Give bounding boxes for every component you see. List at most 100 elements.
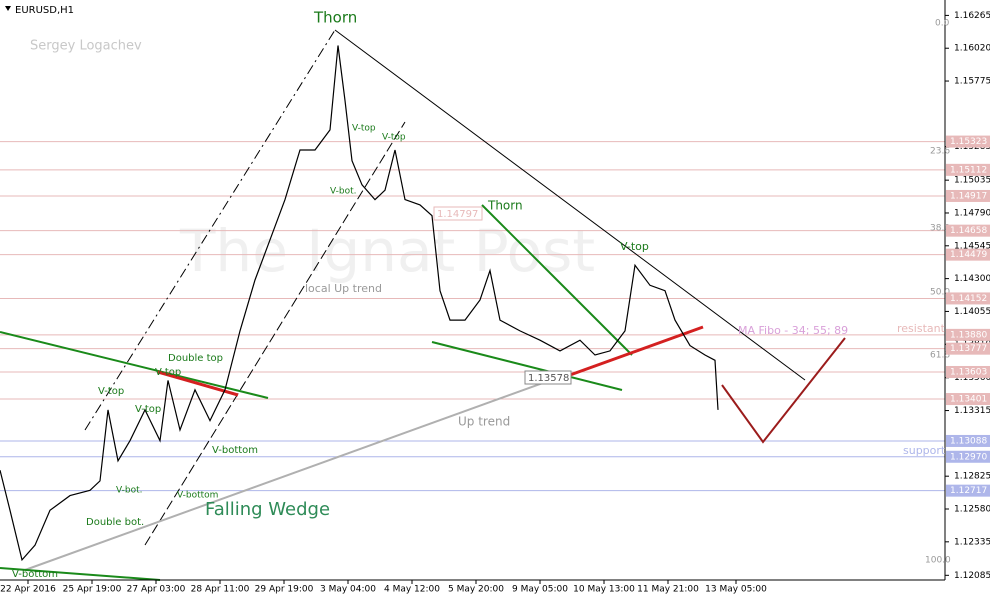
level-box bbox=[946, 189, 990, 202]
x-tick-label: 9 May 05:00 bbox=[512, 585, 568, 595]
x-tick-label: 13 May 05:00 bbox=[705, 585, 767, 595]
x-tick-label: 11 May 21:00 bbox=[637, 585, 699, 595]
price-box-label: 1.13578 bbox=[528, 373, 569, 384]
y-tick-label: 1.14055 bbox=[954, 307, 990, 317]
label: V-top bbox=[352, 124, 376, 134]
label: resistant bbox=[897, 322, 946, 335]
level-label: 1.12970 bbox=[950, 452, 987, 462]
label: V-bottom bbox=[12, 569, 58, 580]
fibo-label: 61.8 bbox=[930, 351, 950, 361]
level-box bbox=[946, 292, 990, 305]
label: V-bottom bbox=[177, 491, 218, 501]
label: Double bot. bbox=[86, 517, 144, 528]
label: Thorn bbox=[313, 9, 357, 27]
y-tick-label: 1.14300 bbox=[954, 274, 990, 284]
x-tick-label: 27 Apr 03:00 bbox=[127, 585, 186, 595]
label: V-bottom bbox=[212, 445, 258, 456]
label: V-bot. bbox=[116, 486, 143, 496]
level-box bbox=[946, 450, 990, 463]
watermark: The Ignat Post bbox=[179, 217, 595, 285]
level-label: 1.14917 bbox=[950, 191, 987, 201]
drawings bbox=[0, 29, 846, 581]
label: Falling Wedge bbox=[205, 499, 330, 520]
level-box bbox=[946, 163, 990, 176]
menu-icon[interactable] bbox=[5, 6, 11, 11]
price-box-label: 1.14797 bbox=[437, 209, 478, 220]
y-tick-label: 1.12825 bbox=[954, 472, 990, 482]
x-tick-label: 22 Apr 2016 bbox=[0, 585, 56, 595]
level-label: 1.13088 bbox=[950, 436, 987, 446]
trend-line bbox=[334, 29, 806, 381]
fibo-label: 100.0 bbox=[925, 556, 951, 566]
price-line bbox=[0, 45, 719, 562]
level-label: 1.14658 bbox=[950, 226, 987, 236]
fibo-label: 23.6 bbox=[930, 147, 950, 157]
x-tick-label: 3 May 04:00 bbox=[320, 585, 376, 595]
green-line bbox=[431, 341, 623, 391]
level-box bbox=[946, 434, 990, 447]
label: V-bot. bbox=[330, 187, 357, 197]
forecast-line bbox=[721, 337, 846, 444]
green-line bbox=[0, 331, 269, 399]
y-tick-label: 1.16265 bbox=[954, 11, 990, 21]
label: V-top bbox=[155, 367, 181, 378]
x-tick-label: 4 May 12:00 bbox=[384, 585, 440, 595]
y-tick-label: 1.13315 bbox=[954, 406, 990, 416]
level-box bbox=[946, 224, 990, 237]
y-tick-label: 1.13560 bbox=[954, 373, 990, 383]
level-label: 1.13777 bbox=[950, 344, 987, 354]
label: support bbox=[903, 444, 946, 457]
y-tick-label: 1.12335 bbox=[954, 537, 990, 547]
label: Double top bbox=[168, 353, 223, 364]
green-line bbox=[0, 567, 161, 581]
y-tick-label: 1.16020 bbox=[954, 44, 990, 54]
y-tick-label: 1.15775 bbox=[954, 77, 990, 87]
label: V-top bbox=[620, 240, 649, 253]
level-label: 1.13880 bbox=[950, 330, 987, 340]
y-tick-label: 1.14790 bbox=[954, 208, 990, 218]
x-tick-label: 29 Apr 19:00 bbox=[255, 585, 314, 595]
level-label: 1.14479 bbox=[950, 250, 987, 260]
label: MA Fibo - 34; 55; 89 bbox=[738, 324, 848, 337]
level-label: 1.13603 bbox=[950, 367, 987, 377]
fibo-label: 50.0 bbox=[930, 288, 950, 298]
level-label: 1.15323 bbox=[950, 137, 987, 147]
x-tick-label: 5 May 20:00 bbox=[448, 585, 504, 595]
level-box bbox=[946, 328, 990, 341]
price-box bbox=[433, 206, 483, 221]
red-line bbox=[569, 325, 704, 377]
green-line bbox=[481, 204, 633, 356]
price-box bbox=[524, 370, 572, 385]
x-tick-label: 10 May 13:00 bbox=[573, 585, 635, 595]
label: local Up trend bbox=[305, 282, 382, 295]
level-box bbox=[946, 135, 990, 148]
level-box bbox=[946, 248, 990, 261]
level-label: 1.13401 bbox=[950, 395, 987, 405]
label: V-top bbox=[98, 386, 124, 397]
author: Sergey Logachev bbox=[30, 39, 142, 54]
level-label: 1.15112 bbox=[950, 165, 987, 175]
level-box bbox=[946, 365, 990, 378]
symbol: EURUSD,H1 bbox=[15, 5, 74, 16]
level-label: 1.12717 bbox=[950, 486, 987, 496]
label: Up trend bbox=[458, 415, 510, 429]
wedge-line bbox=[144, 121, 406, 546]
fibo-label: 0.0 bbox=[935, 19, 950, 29]
level-box bbox=[946, 342, 990, 355]
y-tick-label: 1.14545 bbox=[954, 241, 990, 251]
y-tick-label: 1.12580 bbox=[954, 505, 990, 515]
label: V-top bbox=[382, 133, 406, 143]
wedge-line bbox=[84, 29, 336, 431]
level-box bbox=[946, 484, 990, 497]
y-tick-label: 1.12085 bbox=[954, 571, 990, 581]
up-trend-line bbox=[24, 374, 566, 571]
x-tick-label: 28 Apr 11:00 bbox=[191, 585, 250, 595]
fibo-label: 38.2 bbox=[930, 224, 950, 234]
label: V-top bbox=[135, 404, 161, 415]
label: Thorn bbox=[487, 199, 523, 213]
x-tick-label: 25 Apr 19:00 bbox=[63, 585, 122, 595]
level-label: 1.14152 bbox=[950, 294, 987, 304]
y-tick-label: 1.15035 bbox=[954, 176, 990, 186]
level-box bbox=[946, 393, 990, 406]
